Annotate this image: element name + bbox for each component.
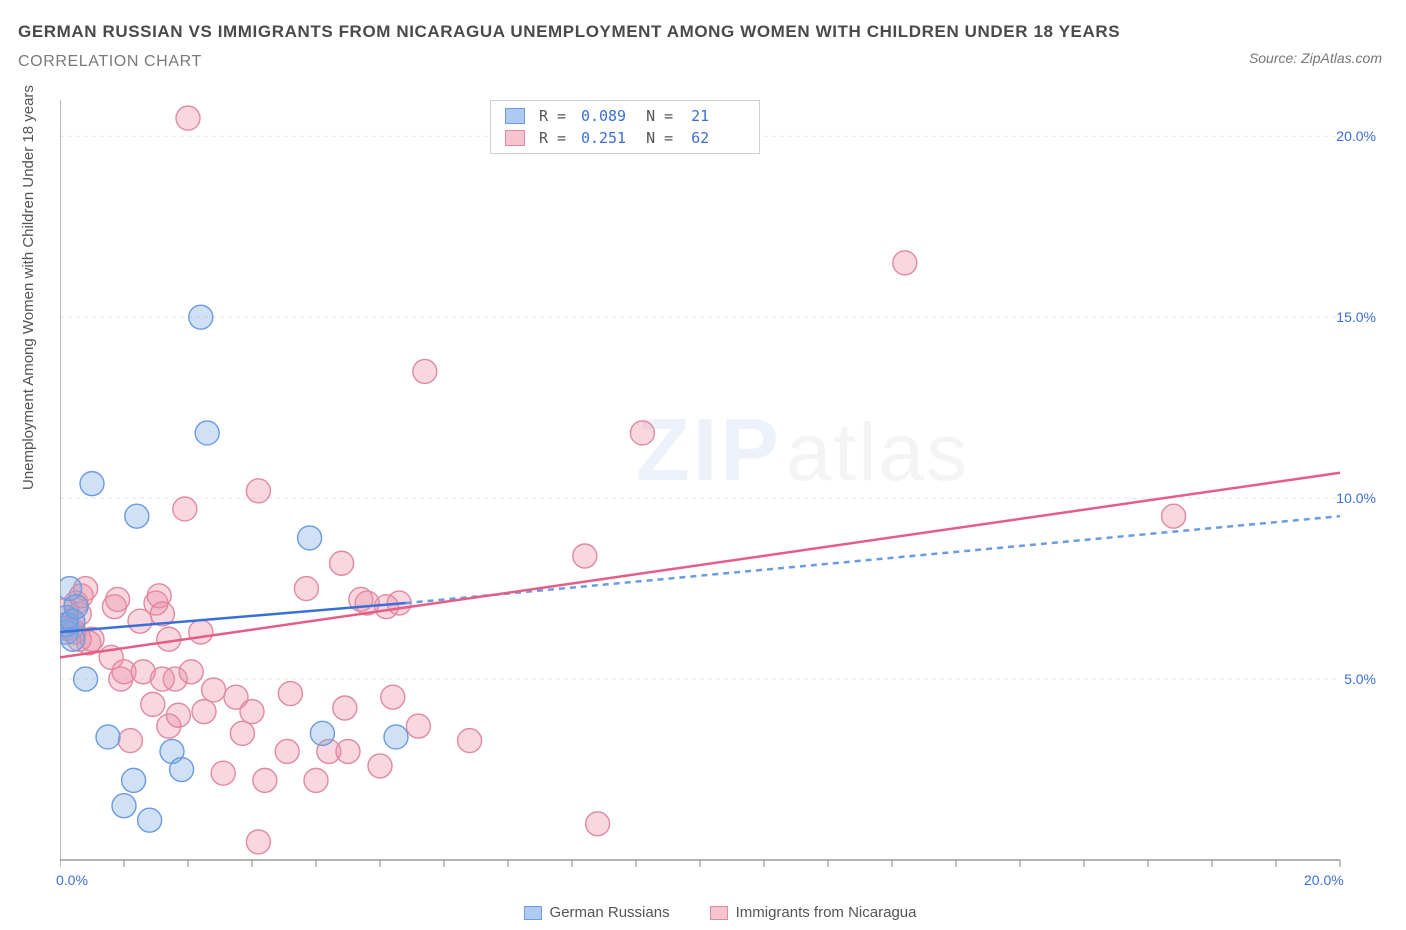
scatter-point-a [80, 472, 104, 496]
chart-subtitle: CORRELATION CHART [18, 53, 1120, 71]
scatter-point-b [275, 739, 299, 763]
x-axis-tick-label: 20.0% [1304, 872, 1344, 888]
series-legend: German Russians Immigrants from Nicaragua [60, 904, 1380, 921]
legend-r-value: 0.251 [574, 129, 626, 147]
scatter-point-b [330, 551, 354, 575]
scatter-point-a [170, 758, 194, 782]
scatter-point-a [74, 667, 98, 691]
scatter-point-b [179, 660, 203, 684]
legend-r-value: 0.089 [574, 107, 626, 125]
legend-r-label: R = [539, 129, 566, 147]
scatter-point-a [384, 725, 408, 749]
y-axis-tick-label: 10.0% [1336, 490, 1376, 506]
scatter-point-a [189, 305, 213, 329]
scatter-point-b [294, 577, 318, 601]
chart-source: Source: ZipAtlas.com [1249, 50, 1382, 66]
y-axis-tick-label: 15.0% [1336, 309, 1376, 325]
scatter-point-b [458, 729, 482, 753]
scatter-point-b [413, 359, 437, 383]
scatter-point-b [246, 479, 270, 503]
legend-n-label: N = [646, 129, 673, 147]
scatter-point-b [246, 830, 270, 854]
trend-line-a-dash [406, 516, 1340, 603]
legend-item: Immigrants from Nicaragua [710, 904, 917, 921]
scatter-point-a [298, 526, 322, 550]
scatter-point-a [64, 595, 88, 619]
scatter-point-b [278, 682, 302, 706]
scatter-chart-svg: 5.0% 10.0% 15.0% 20.0% ZIPatlas [60, 100, 1380, 880]
scatter-point-b [1162, 504, 1186, 528]
correlation-legend-box: R = 0.089 N = 21 R = 0.251 N = 62 [490, 100, 760, 154]
watermark-zip: ZIP [636, 400, 782, 499]
legend-label: German Russians [550, 904, 670, 921]
y-axis-label: Unemployment Among Women with Children U… [20, 85, 37, 490]
legend-row: R = 0.251 N = 62 [491, 127, 759, 149]
chart-container: GERMAN RUSSIAN VS IMMIGRANTS FROM NICARA… [0, 0, 1406, 930]
legend-label: Immigrants from Nicaragua [736, 904, 917, 921]
legend-n-value: 21 [681, 107, 709, 125]
scatter-point-b [336, 739, 360, 763]
scatter-point-b [253, 768, 277, 792]
y-axis-tick-label: 20.0% [1336, 128, 1376, 144]
scatter-point-b [381, 685, 405, 709]
scatter-point-b [211, 761, 235, 785]
chart-title: GERMAN RUSSIAN VS IMMIGRANTS FROM NICARA… [18, 18, 1120, 45]
scatter-point-a [138, 808, 162, 832]
legend-n-value: 62 [681, 129, 709, 147]
legend-item: German Russians [524, 904, 670, 921]
legend-swatch [505, 130, 525, 146]
scatter-point-a [310, 721, 334, 745]
scatter-point-a [195, 421, 219, 445]
scatter-point-a [96, 725, 120, 749]
scatter-point-b [166, 703, 190, 727]
scatter-point-a [125, 504, 149, 528]
scatter-point-b [586, 812, 610, 836]
scatter-point-b [176, 106, 200, 130]
scatter-point-b [368, 754, 392, 778]
scatter-point-a [122, 768, 146, 792]
scatter-point-b [406, 714, 430, 738]
scatter-point-b [106, 587, 130, 611]
watermark-atlas: atlas [786, 407, 969, 498]
scatter-point-b [192, 700, 216, 724]
legend-r-label: R = [539, 107, 566, 125]
legend-swatch [524, 906, 542, 920]
legend-n-label: N = [646, 107, 673, 125]
legend-row: R = 0.089 N = 21 [491, 105, 759, 127]
title-block: GERMAN RUSSIAN VS IMMIGRANTS FROM NICARA… [18, 18, 1120, 71]
y-axis-tick-label: 5.0% [1344, 671, 1376, 687]
scatter-point-b [189, 620, 213, 644]
scatter-point-a [112, 794, 136, 818]
scatter-point-b [630, 421, 654, 445]
scatter-point-b [304, 768, 328, 792]
scatter-point-b [141, 692, 165, 716]
scatter-point-b [202, 678, 226, 702]
scatter-point-b [573, 544, 597, 568]
x-axis-tick-label: 0.0% [56, 872, 88, 888]
watermark: ZIPatlas [636, 400, 969, 499]
legend-swatch [505, 108, 525, 124]
scatter-point-b [333, 696, 357, 720]
legend-swatch [710, 906, 728, 920]
scatter-point-b [230, 721, 254, 745]
scatter-point-b [173, 497, 197, 521]
scatter-point-b [118, 729, 142, 753]
scatter-point-b [893, 251, 917, 275]
scatter-point-b [240, 700, 264, 724]
plot-area: 5.0% 10.0% 15.0% 20.0% ZIPatlas [60, 100, 1380, 880]
